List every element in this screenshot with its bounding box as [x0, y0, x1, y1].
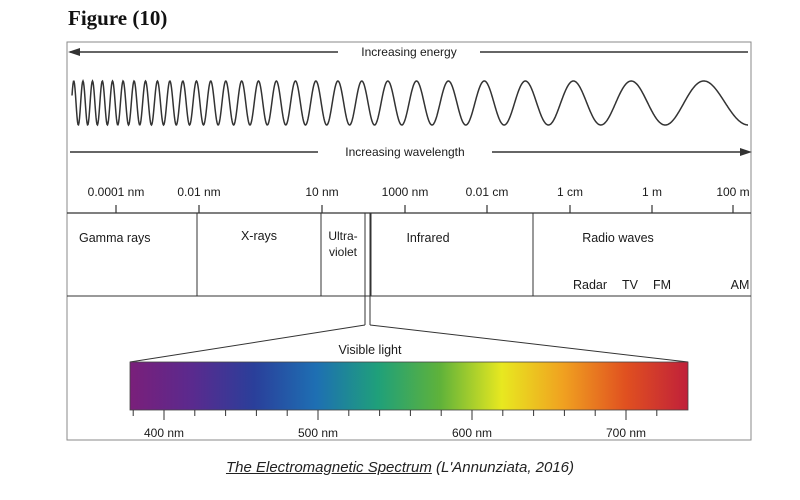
wavelength-arrow: Increasing wavelength	[70, 145, 752, 159]
figure-label-text: Figure	[68, 6, 128, 30]
region-ultraviolet-line2: violet	[329, 245, 358, 259]
scale-tick-label: 0.0001 nm	[88, 185, 145, 199]
region-ultraviolet-line1: Ultra-	[328, 229, 357, 243]
radio-band-tv: TV	[622, 278, 639, 292]
visible-tick-label: 600 nm	[452, 426, 492, 440]
energy-arrow-label: Increasing energy	[361, 45, 456, 59]
wave-line	[71, 79, 748, 127]
caption-title: The Electromagnetic Spectrum	[225, 459, 432, 476]
scale-tick-label: 10 nm	[305, 185, 338, 199]
wavelength-scale: 0.0001 nm 0.01 nm 10 nm 1000 nm 0.01 cm …	[67, 185, 751, 214]
region-dividers	[67, 213, 751, 297]
scale-tick-label: 1000 nm	[382, 185, 429, 199]
scale-ticks	[115, 205, 734, 213]
visible-ticks	[132, 410, 658, 420]
region-x-rays: X-rays	[241, 229, 277, 243]
wavelength-arrow-label: Increasing wavelength	[345, 145, 464, 159]
scale-tick-label: 0.01 cm	[466, 185, 509, 199]
diagram-frame	[66, 41, 752, 441]
visible-light-label: Visible light	[338, 343, 402, 357]
energy-arrow: Increasing energy	[68, 45, 748, 59]
caption-source: (L'Annunziata, 2016)	[431, 459, 575, 476]
visible-connector	[129, 213, 689, 363]
figure-number: (10)	[132, 6, 168, 30]
visible-tick-label: 500 nm	[298, 426, 338, 440]
scale-tick-label: 100 m	[716, 185, 749, 199]
figure-label: Figure (10)	[68, 6, 167, 31]
region-gamma-rays: Gamma rays	[79, 231, 151, 245]
region-infrared: Infrared	[406, 231, 449, 245]
visible-tick-label: 700 nm	[606, 426, 646, 440]
figure-caption: The Electromagnetic Spectrum (L'Annunzia…	[0, 459, 800, 476]
radio-band-am: AM	[731, 278, 750, 292]
radio-band-fm: FM	[653, 278, 671, 292]
visible-spectrum-bar	[129, 361, 689, 411]
visible-tick-label: 400 nm	[144, 426, 184, 440]
scale-tick-label: 1 cm	[557, 185, 583, 199]
scale-tick-label: 1 m	[642, 185, 662, 199]
radio-band-radar: Radar	[573, 278, 607, 292]
scale-tick-label: 0.01 nm	[177, 185, 220, 199]
region-radio-waves: Radio waves	[582, 231, 654, 245]
